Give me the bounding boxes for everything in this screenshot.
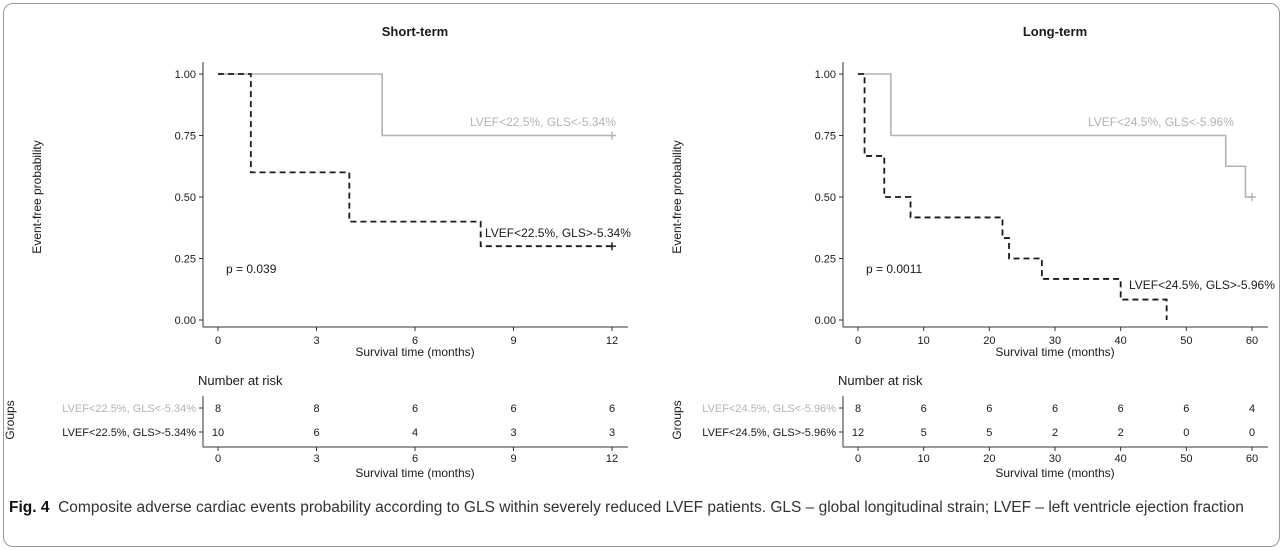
series-label: LVEF<22.5%, GLS<-5.34% bbox=[470, 115, 616, 129]
chart-title: Long-term bbox=[1023, 24, 1087, 39]
x-tick-label: 60 bbox=[1246, 335, 1258, 347]
p-value-label: p = 0.0011 bbox=[866, 262, 922, 276]
survival-curve bbox=[858, 73, 1252, 198]
y-tick-label: 0.50 bbox=[175, 192, 196, 204]
y-tick-label: 0.00 bbox=[815, 315, 836, 327]
survival-curve bbox=[218, 73, 612, 137]
risk-x-tick-label: 6 bbox=[412, 453, 418, 465]
y-tick-label: 0.25 bbox=[175, 254, 196, 266]
risk-count: 12 bbox=[852, 427, 864, 439]
figure-caption-text: Composite adverse cardiac events probabi… bbox=[58, 499, 1244, 516]
risk-x-tick-label: 0 bbox=[855, 453, 861, 465]
risk-count: 2 bbox=[1052, 427, 1058, 439]
figure-caption: Fig. 4 Composite adverse cardiac events … bbox=[9, 497, 1271, 519]
risk-count: 10 bbox=[212, 427, 224, 439]
survival-curve bbox=[858, 73, 1168, 320]
risk-row-label: LVEF<24.5%, GLS<-5.96% bbox=[702, 403, 836, 415]
risk-x-tick-label: 9 bbox=[510, 453, 516, 465]
risk-x-tick-label: 30 bbox=[1049, 453, 1061, 465]
x-tick-label: 10 bbox=[918, 335, 930, 347]
risk-count: 0 bbox=[1249, 427, 1255, 439]
y-tick-label: 0.75 bbox=[815, 131, 836, 143]
y-tick-label: 0.75 bbox=[175, 131, 196, 143]
risk-count: 6 bbox=[313, 427, 319, 439]
x-axis-label: Survival time (months) bbox=[355, 345, 474, 359]
x-tick-label: 30 bbox=[1049, 335, 1061, 347]
x-tick-label: 3 bbox=[313, 335, 319, 347]
risk-count: 6 bbox=[510, 403, 516, 415]
x-tick-label: 50 bbox=[1180, 335, 1192, 347]
risk-x-tick-label: 12 bbox=[606, 453, 618, 465]
y-axis-label: Event-free probability bbox=[30, 140, 44, 253]
risk-table-title: Number at risk bbox=[198, 373, 283, 388]
risk-x-tick-label: 20 bbox=[983, 453, 995, 465]
x-tick-label: 12 bbox=[606, 335, 618, 347]
risk-groups-label: Groups bbox=[670, 400, 684, 439]
risk-count: 4 bbox=[1249, 403, 1255, 415]
figure-label: Fig. 4 bbox=[9, 499, 50, 516]
p-value-label: p = 0.039 bbox=[226, 262, 277, 276]
risk-count: 8 bbox=[215, 403, 221, 415]
risk-count: 3 bbox=[609, 427, 615, 439]
x-tick-label: 20 bbox=[983, 335, 995, 347]
x-tick-label: 6 bbox=[412, 335, 418, 347]
survival-curve bbox=[218, 73, 612, 248]
chart-title: Short-term bbox=[382, 24, 448, 39]
risk-count: 5 bbox=[986, 427, 992, 439]
x-axis-label: Survival time (months) bbox=[995, 345, 1114, 359]
risk-groups-label: Groups bbox=[3, 400, 17, 439]
censor-mark bbox=[608, 242, 616, 251]
risk-x-tick-label: 60 bbox=[1246, 453, 1258, 465]
risk-count: 2 bbox=[1118, 427, 1124, 439]
series-label: LVEF<22.5%, GLS>-5.34% bbox=[485, 226, 631, 240]
risk-count: 6 bbox=[1183, 403, 1189, 415]
risk-count: 6 bbox=[921, 403, 927, 415]
y-tick-label: 0.50 bbox=[815, 192, 836, 204]
x-tick-label: 0 bbox=[215, 335, 221, 347]
risk-count: 8 bbox=[313, 403, 319, 415]
risk-x-tick-label: 3 bbox=[313, 453, 319, 465]
y-tick-label: 0.00 bbox=[175, 315, 196, 327]
figure-frame bbox=[3, 3, 1280, 547]
risk-count: 6 bbox=[609, 403, 615, 415]
risk-x-axis-label: Survival time (months) bbox=[995, 466, 1114, 480]
risk-x-axis-label: Survival time (months) bbox=[355, 466, 474, 480]
risk-count: 6 bbox=[1118, 403, 1124, 415]
risk-table-title: Number at risk bbox=[838, 373, 923, 388]
x-tick-label: 40 bbox=[1115, 335, 1127, 347]
y-axis-label: Event-free probability bbox=[670, 140, 684, 253]
series-label: LVEF<24.5%, GLS<-5.96% bbox=[1088, 115, 1234, 129]
risk-count: 6 bbox=[1052, 403, 1058, 415]
y-tick-label: 1.00 bbox=[175, 69, 196, 81]
x-tick-label: 9 bbox=[510, 335, 516, 347]
risk-x-tick-label: 0 bbox=[215, 453, 221, 465]
risk-count: 3 bbox=[510, 427, 516, 439]
censor-mark bbox=[1248, 193, 1256, 201]
censor-mark bbox=[608, 131, 616, 140]
risk-count: 6 bbox=[412, 403, 418, 415]
kaplan-meier-figure: Short-term 0.00 0.25 0.50 0.75 1.00 0 3 6 9 12 Surv… bbox=[3, 24, 1275, 480]
risk-count: 8 bbox=[855, 403, 861, 415]
risk-row-label: LVEF<22.5%, GLS>-5.34% bbox=[62, 427, 196, 439]
risk-row-label: LVEF<24.5%, GLS>-5.96% bbox=[702, 427, 836, 439]
risk-x-tick-label: 10 bbox=[918, 453, 930, 465]
risk-count: 4 bbox=[412, 427, 418, 439]
risk-row-label: LVEF<22.5%, GLS<-5.34% bbox=[62, 403, 196, 415]
risk-x-tick-label: 50 bbox=[1180, 453, 1192, 465]
risk-count: 6 bbox=[986, 403, 992, 415]
risk-count: 0 bbox=[1183, 427, 1189, 439]
series-label: LVEF<24.5%, GLS>-5.96% bbox=[1129, 278, 1275, 292]
risk-count: 5 bbox=[921, 427, 927, 439]
y-tick-label: 0.25 bbox=[815, 254, 836, 266]
x-tick-label: 0 bbox=[855, 335, 861, 347]
risk-x-tick-label: 40 bbox=[1115, 453, 1127, 465]
y-tick-label: 1.00 bbox=[815, 69, 836, 81]
